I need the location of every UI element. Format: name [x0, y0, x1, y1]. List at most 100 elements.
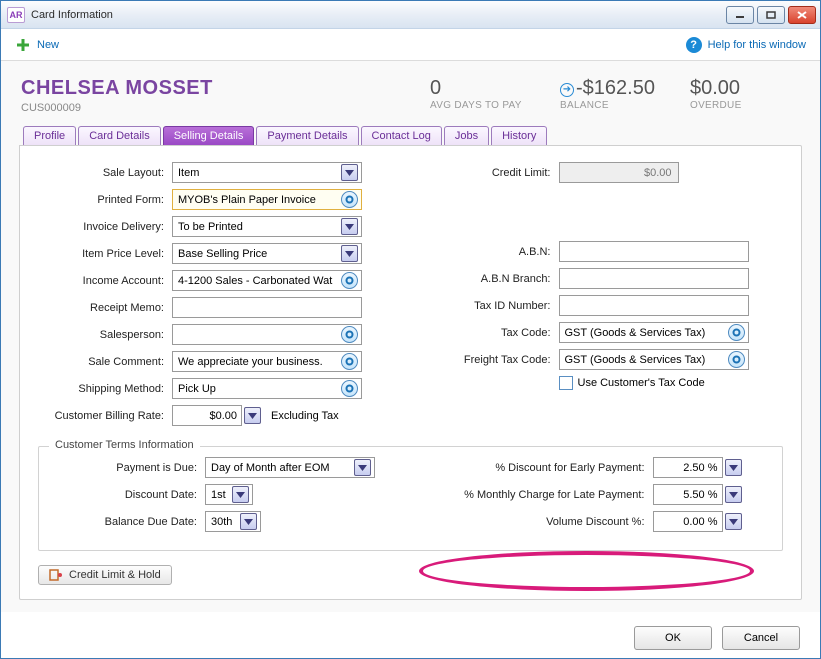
plus-icon	[15, 37, 31, 53]
use-cust-tax-checkbox[interactable]	[559, 376, 573, 390]
invoice-delivery-field[interactable]: To be Printed	[172, 216, 362, 237]
tax-code-label: Tax Code:	[425, 327, 559, 339]
tab-history[interactable]: History	[491, 126, 547, 145]
lookup-icon[interactable]	[728, 324, 745, 341]
late-charge-field[interactable]: 5.50 %	[653, 484, 723, 505]
late-charge-label: % Monthly Charge for Late Payment:	[423, 489, 653, 501]
printed-form-field[interactable]: MYOB's Plain Paper Invoice	[172, 189, 362, 210]
balance-due-field[interactable]: 30th	[205, 511, 261, 532]
terms-right: % Discount for Early Payment: 2.50 % % M…	[423, 457, 767, 538]
lookup-icon[interactable]	[341, 272, 358, 289]
sale-layout-value: Item	[178, 167, 338, 179]
window-title: Card Information	[31, 9, 113, 21]
chevron-down-icon[interactable]	[232, 486, 249, 503]
early-discount-field[interactable]: 2.50 %	[653, 457, 723, 478]
new-link[interactable]: New	[37, 39, 59, 51]
maximize-button[interactable]	[757, 6, 785, 24]
item-price-value: Base Selling Price	[178, 248, 338, 260]
payment-due-field[interactable]: Day of Month after EOM	[205, 457, 375, 478]
tax-code-value: GST (Goods & Services Tax)	[565, 327, 725, 339]
balance-due-label: Balance Due Date:	[55, 516, 205, 528]
sale-comment-field[interactable]: We appreciate your business.	[172, 351, 362, 372]
credit-limit-hold-button[interactable]: Credit Limit & Hold	[38, 565, 172, 585]
discount-date-field[interactable]: 1st	[205, 484, 253, 505]
chevron-down-icon[interactable]	[354, 459, 371, 476]
tab-contact-log[interactable]: Contact Log	[361, 126, 442, 145]
payment-due-label: Payment is Due:	[55, 462, 205, 474]
ok-button[interactable]: OK	[634, 626, 712, 650]
income-account-field[interactable]: 4-1200 Sales - Carbonated Wat	[172, 270, 362, 291]
discount-date-value: 1st	[211, 489, 229, 501]
chevron-down-icon[interactable]	[244, 407, 261, 424]
tab-selling-details[interactable]: Selling Details	[163, 126, 255, 145]
shipping-method-label: Shipping Method:	[38, 383, 172, 395]
chevron-down-icon[interactable]	[341, 218, 358, 235]
tab-payment-details[interactable]: Payment Details	[256, 126, 358, 145]
salesperson-field[interactable]	[172, 324, 362, 345]
receipt-memo-field[interactable]	[172, 297, 362, 318]
chevron-down-icon[interactable]	[341, 164, 358, 181]
freight-tax-field[interactable]: GST (Goods & Services Tax)	[559, 349, 749, 370]
sale-layout-field[interactable]: Item	[172, 162, 362, 183]
income-account-label: Income Account:	[38, 275, 172, 287]
billing-rate-field[interactable]: $0.00	[172, 405, 242, 426]
lookup-icon[interactable]	[341, 380, 358, 397]
lookup-icon[interactable]	[341, 353, 358, 370]
customer-terms-legend: Customer Terms Information	[49, 439, 200, 451]
tax-id-field[interactable]	[559, 295, 749, 316]
overdue-label: OVERDUE	[690, 100, 800, 111]
early-discount-label: % Discount for Early Payment:	[423, 462, 653, 474]
toolbar: New ? Help for this window	[1, 29, 820, 61]
minimize-button[interactable]	[726, 6, 754, 24]
tab-jobs[interactable]: Jobs	[444, 126, 489, 145]
credit-limit-field: $0.00	[559, 162, 679, 183]
chevron-down-icon[interactable]	[725, 459, 742, 476]
stat-balance: ➜-$162.50 BALANCE	[560, 77, 670, 111]
volume-discount-label: Volume Discount %:	[423, 516, 653, 528]
help-link[interactable]: Help for this window	[708, 39, 806, 51]
volume-discount-field[interactable]: 0.00 %	[653, 511, 723, 532]
lookup-icon[interactable]	[728, 351, 745, 368]
shipping-method-field[interactable]: Pick Up	[172, 378, 362, 399]
chevron-down-icon[interactable]	[725, 513, 742, 530]
invoice-delivery-value: To be Printed	[178, 221, 338, 233]
stat-overdue: $0.00 OVERDUE	[690, 77, 800, 111]
chevron-down-icon[interactable]	[240, 513, 257, 530]
dialog-footer: OK Cancel	[1, 612, 820, 654]
printed-form-label: Printed Form:	[38, 194, 172, 206]
chevron-down-icon[interactable]	[341, 245, 358, 262]
printed-form-value: MYOB's Plain Paper Invoice	[178, 194, 338, 206]
credit-limit-value: $0.00	[644, 167, 672, 179]
help-icon: ?	[686, 37, 702, 53]
payment-due-value: Day of Month after EOM	[211, 462, 351, 474]
chevron-down-icon[interactable]	[725, 486, 742, 503]
abn-branch-field[interactable]	[559, 268, 749, 289]
arrow-icon[interactable]: ➜	[560, 83, 574, 97]
shipping-method-value: Pick Up	[178, 383, 338, 395]
item-price-field[interactable]: Base Selling Price	[172, 243, 362, 264]
app-badge-icon: AR	[7, 7, 25, 23]
left-column: Sale Layout: Item Printed Form: MYOB's P…	[38, 162, 397, 432]
sale-comment-label: Sale Comment:	[38, 356, 172, 368]
abn-field[interactable]	[559, 241, 749, 262]
customer-name: CHELSEA MOSSET	[21, 77, 410, 100]
overdue-value: $0.00	[690, 77, 800, 100]
invoice-delivery-label: Invoice Delivery:	[38, 221, 172, 233]
avg-days-label: AVG DAYS TO PAY	[430, 100, 540, 111]
panel: Sale Layout: Item Printed Form: MYOB's P…	[19, 145, 802, 600]
billing-rate-label: Customer Billing Rate:	[38, 410, 172, 422]
lookup-icon[interactable]	[341, 326, 358, 343]
freight-tax-value: GST (Goods & Services Tax)	[565, 354, 725, 366]
tab-profile[interactable]: Profile	[23, 126, 76, 145]
cancel-button[interactable]: Cancel	[722, 626, 800, 650]
abn-branch-label: A.B.N Branch:	[425, 273, 559, 285]
lookup-icon[interactable]	[341, 191, 358, 208]
excluding-tax-label: Excluding Tax	[271, 410, 339, 422]
tax-code-field[interactable]: GST (Goods & Services Tax)	[559, 322, 749, 343]
close-button[interactable]	[788, 6, 816, 24]
income-account-value: 4-1200 Sales - Carbonated Wat	[178, 275, 338, 287]
right-column: Credit Limit: $0.00 A.B.N: A.B.N Branch:	[425, 162, 784, 432]
tab-card-details[interactable]: Card Details	[78, 126, 161, 145]
sale-comment-value: We appreciate your business.	[178, 356, 338, 368]
billing-rate-value: $0.00	[209, 410, 237, 422]
